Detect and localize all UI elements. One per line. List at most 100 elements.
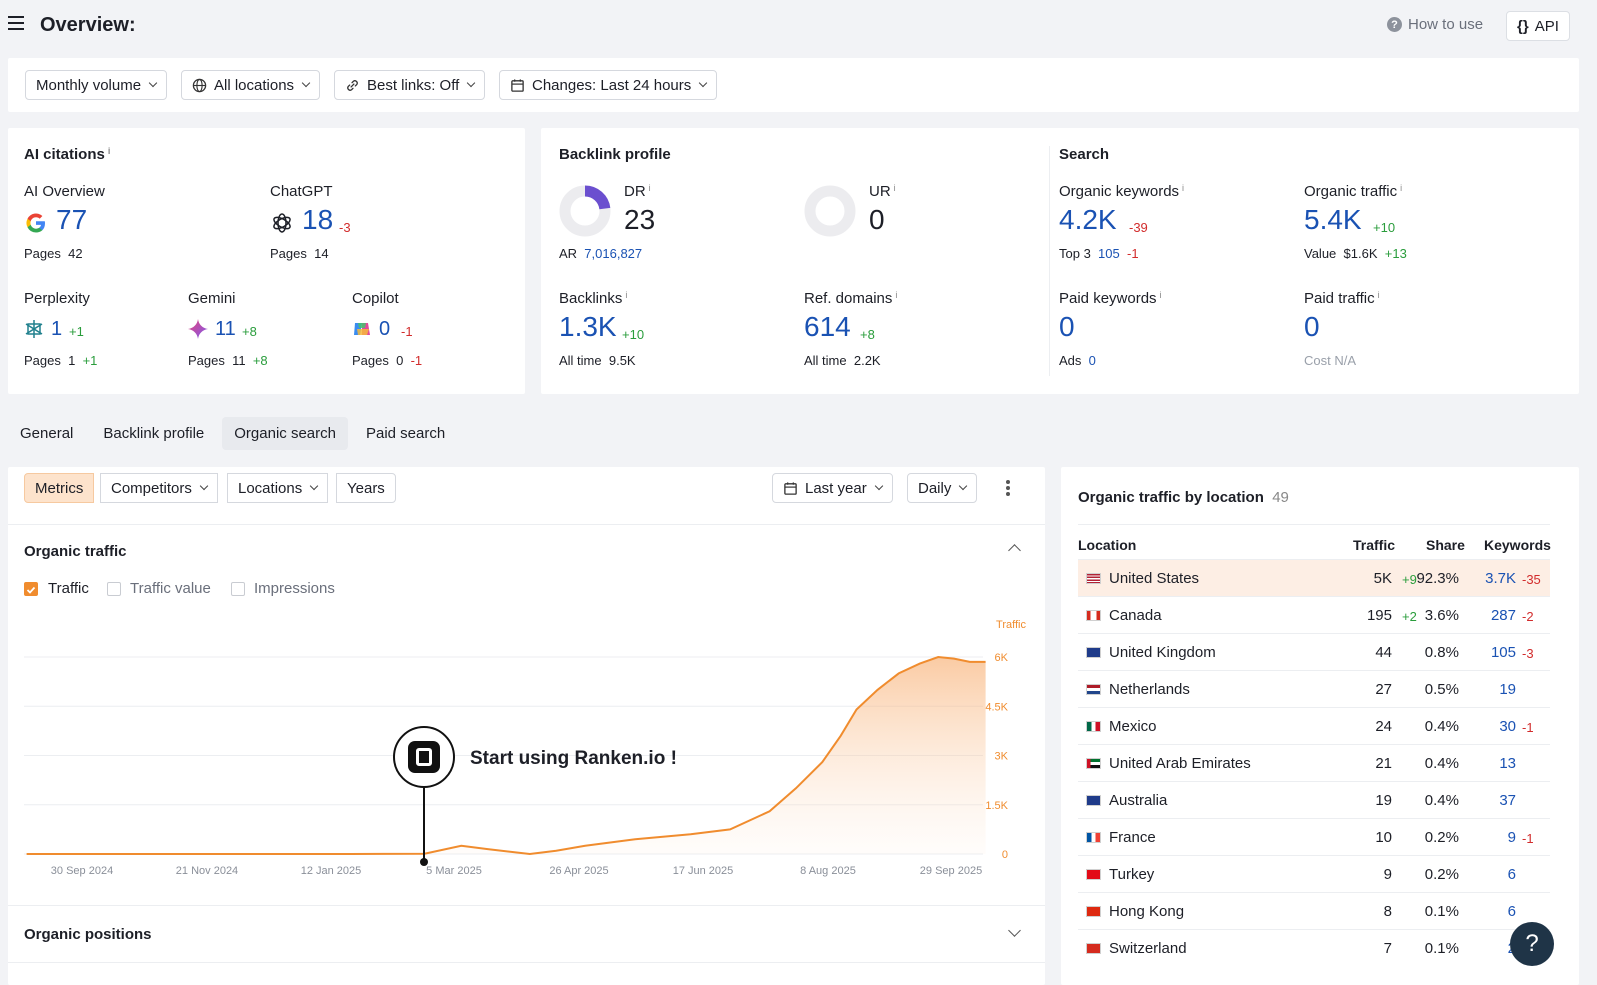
chatgpt-change: -3 <box>339 220 351 235</box>
paid-traffic-value[interactable]: 0 <box>1304 311 1320 342</box>
organic-traffic-section-title: Organic traffic <box>24 543 127 560</box>
api-button[interactable]: {} API <box>1506 11 1570 41</box>
ar-value[interactable]: 7,016,827 <box>584 246 643 261</box>
period-dropdown[interactable]: Last year <box>772 473 893 503</box>
calendar-icon <box>784 481 797 495</box>
paid-keywords-value[interactable]: 0 <box>1059 311 1075 342</box>
ai-overview-value[interactable]: 77 <box>56 204 88 235</box>
backlinks-value[interactable]: 1.3K <box>559 311 617 342</box>
how-to-use-link[interactable]: ? How to use <box>1387 16 1483 33</box>
location-name[interactable]: Canada <box>1109 607 1162 624</box>
x-tick-label: 26 Apr 2025 <box>549 865 608 877</box>
info-icon[interactable]: i <box>1377 290 1380 300</box>
location-name[interactable]: United Kingdom <box>1109 644 1216 661</box>
info-icon[interactable]: i <box>895 290 898 300</box>
help-button[interactable]: ? <box>1510 922 1554 966</box>
chatgpt-value[interactable]: 18 <box>302 204 334 235</box>
tab-organic-search[interactable]: Organic search <box>222 417 348 450</box>
table-row[interactable]: France 10 0.2% 9 -1 <box>1078 818 1550 855</box>
table-row[interactable]: United Arab Emirates 21 0.4% 13 <box>1078 744 1550 781</box>
y-axis-label: Traffic <box>996 619 1026 631</box>
chevron-down-icon <box>301 78 311 88</box>
table-row[interactable]: United States 5K +9 92.3% 3.7K -35 <box>1078 559 1550 596</box>
ca-flag-icon <box>1086 610 1101 621</box>
location-name[interactable]: United Arab Emirates <box>1109 755 1251 772</box>
ranken-logo-icon[interactable] <box>393 726 455 788</box>
location-name[interactable]: United States <box>1109 570 1200 587</box>
location-keywords[interactable]: 3.7K <box>1485 570 1516 587</box>
annotation-text[interactable]: Start using Ranken.io ! <box>470 748 677 769</box>
traffic-checkbox[interactable] <box>24 582 38 596</box>
tab-backlink-profile[interactable]: Backlink profile <box>103 425 205 442</box>
organic-traffic-value[interactable]: 5.4K <box>1304 204 1362 235</box>
col-keywords[interactable]: Keywords <box>1484 537 1551 553</box>
info-icon[interactable]: i <box>893 183 896 193</box>
perplexity-pages: Pages 1 +1 <box>24 353 97 368</box>
location-keywords[interactable]: 19 <box>1499 681 1516 698</box>
more-options-icon[interactable] <box>1004 478 1012 498</box>
organic-keywords-value[interactable]: 4.2K <box>1059 204 1117 235</box>
table-row[interactable]: Canada 195 +2 3.6% 287 -2 <box>1078 596 1550 633</box>
ref-domains-value[interactable]: 614 <box>804 311 851 342</box>
organic-positions-title[interactable]: Organic positions <box>24 926 152 943</box>
table-row[interactable]: Netherlands 27 0.5% 19 <box>1078 670 1550 707</box>
table-row[interactable]: Hong Kong 8 0.1% 6 <box>1078 892 1550 929</box>
table-row[interactable]: Turkey 9 0.2% 6 <box>1078 855 1550 892</box>
col-traffic[interactable]: Traffic <box>1353 537 1396 553</box>
question-circle-icon: ? <box>1387 17 1402 32</box>
copilot-value[interactable]: 0 <box>379 318 391 340</box>
table-row[interactable]: Mexico 24 0.4% 30 -1 <box>1078 707 1550 744</box>
top-bar: Overview: ? How to use {} API <box>0 0 1597 52</box>
info-icon[interactable]: i <box>107 146 111 156</box>
chevron-down-icon <box>199 481 209 491</box>
location-keywords[interactable]: 287 <box>1490 607 1516 624</box>
top3-value[interactable]: 105 <box>1098 246 1120 261</box>
info-icon[interactable]: i <box>1400 183 1403 193</box>
location-keywords[interactable]: 6 <box>1507 903 1516 920</box>
location-name[interactable]: Netherlands <box>1109 681 1190 698</box>
changes-dropdown[interactable]: Changes: Last 24 hours <box>499 70 718 100</box>
best-links-dropdown[interactable]: Best links: Off <box>334 70 486 100</box>
info-icon[interactable]: i <box>625 290 628 300</box>
locations-dropdown[interactable]: All locations <box>181 70 321 100</box>
impressions-checkbox[interactable] <box>231 582 245 596</box>
info-icon[interactable]: i <box>1159 290 1162 300</box>
location-keywords[interactable]: 6 <box>1507 866 1516 883</box>
info-icon[interactable]: i <box>1182 183 1185 193</box>
period-label: Last year <box>805 479 867 497</box>
ads-value[interactable]: 0 <box>1088 353 1096 368</box>
segment-years[interactable]: Years <box>336 473 396 503</box>
location-name[interactable]: Hong Kong <box>1109 903 1185 920</box>
tab-general[interactable]: General <box>20 425 74 442</box>
x-tick-label: 5 Mar 2025 <box>426 865 482 877</box>
segment-competitors[interactable]: Competitors <box>100 473 218 503</box>
traffic-value-line: Value $1.6K +13 <box>1304 246 1407 261</box>
location-name[interactable]: Switzerland <box>1109 940 1187 957</box>
traffic-value-checkbox[interactable] <box>107 582 121 596</box>
location-name[interactable]: France <box>1109 829 1156 846</box>
perplexity-value[interactable]: 1 <box>51 318 63 340</box>
segment-locations[interactable]: Locations <box>227 473 329 503</box>
col-share[interactable]: Share <box>1426 537 1465 553</box>
gemini-value[interactable]: 11 <box>215 318 236 340</box>
x-tick-label: 21 Nov 2024 <box>176 865 238 877</box>
location-keywords[interactable]: 30 <box>1499 718 1516 735</box>
granularity-dropdown[interactable]: Daily <box>907 473 978 503</box>
tab-paid-search[interactable]: Paid search <box>365 425 446 442</box>
location-keywords[interactable]: 105 <box>1490 644 1516 661</box>
table-row[interactable]: United Kingdom 44 0.8% 105 -3 <box>1078 633 1550 670</box>
location-name[interactable]: Turkey <box>1109 866 1155 883</box>
table-row[interactable]: Australia 19 0.4% 37 <box>1078 781 1550 818</box>
segment-metrics[interactable]: Metrics <box>24 473 95 503</box>
location-keywords[interactable]: 13 <box>1499 755 1516 772</box>
col-location[interactable]: Location <box>1078 537 1137 553</box>
location-name[interactable]: Australia <box>1109 792 1168 809</box>
location-keywords[interactable]: 9 <box>1507 829 1516 846</box>
location-name[interactable]: Mexico <box>1109 718 1157 735</box>
hamburger-menu-icon[interactable] <box>8 16 24 30</box>
chevron-down-icon <box>874 481 883 491</box>
info-icon[interactable]: i <box>648 183 651 193</box>
location-keywords[interactable]: 37 <box>1499 792 1516 809</box>
volume-dropdown[interactable]: Monthly volume <box>25 70 168 100</box>
